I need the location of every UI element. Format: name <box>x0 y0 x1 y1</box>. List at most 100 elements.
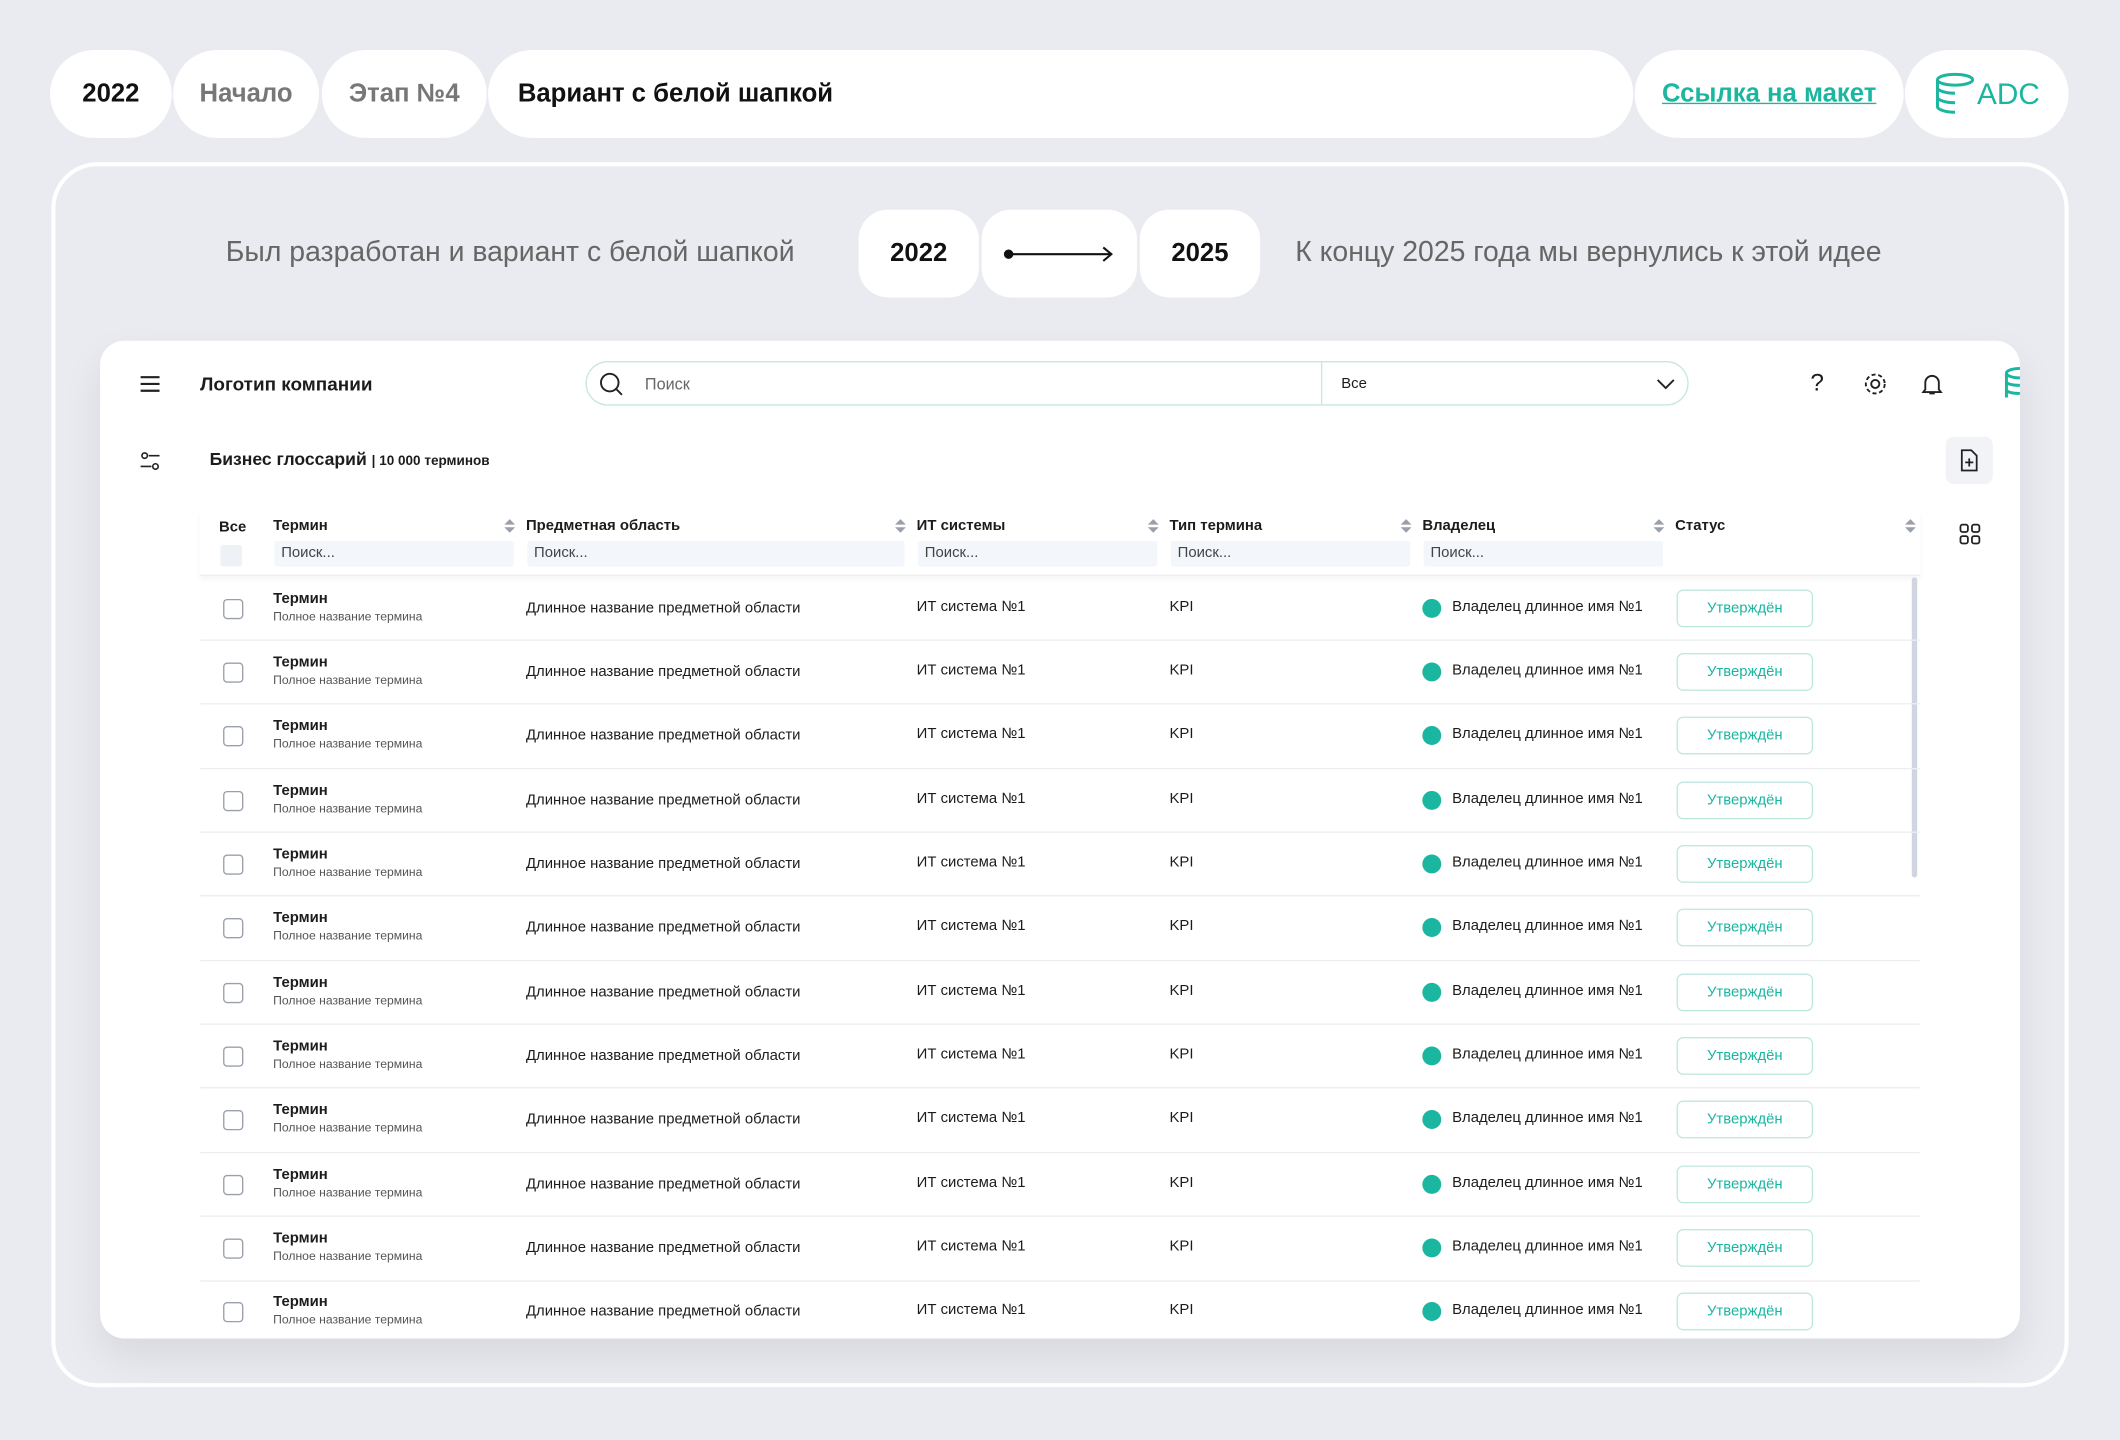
column-filter[interactable]: Поиск... <box>1170 540 1411 567</box>
stage-start-pill[interactable]: Начало <box>173 50 320 138</box>
row-checkbox[interactable] <box>223 726 244 747</box>
status-badge[interactable]: Утверждён <box>1676 588 1814 627</box>
menu-button[interactable] <box>139 375 161 394</box>
view-toggle[interactable] <box>1959 523 1981 545</box>
column-filter[interactable]: Поиск... <box>527 540 905 567</box>
stage[interactable]: Этап №4 <box>348 79 460 108</box>
table-row[interactable] <box>200 640 1920 705</box>
table-header <box>200 510 1920 576</box>
term: Термин <box>273 1294 328 1311</box>
owner: Владелец длинное имя №1 <box>1452 982 1643 999</box>
sort-button[interactable] <box>1399 518 1413 534</box>
sort-button[interactable] <box>894 518 908 534</box>
table-row[interactable] <box>200 704 1920 769</box>
status-badge[interactable]: Утверждён <box>1676 1293 1814 1331</box>
term: Термин <box>273 654 328 671</box>
stage-pill[interactable]: Этап №4 <box>321 50 487 138</box>
search-box[interactable]: Поиск Все <box>585 360 1689 406</box>
row-checkbox[interactable] <box>223 790 244 811</box>
row-checkbox[interactable] <box>223 1302 244 1323</box>
table-row[interactable] <box>200 1024 1920 1089</box>
row-checkbox[interactable] <box>223 1238 244 1259</box>
status-badge[interactable]: Утверждён <box>1676 972 1814 1011</box>
owner-avatar <box>1422 918 1442 938</box>
row-checkbox[interactable] <box>223 854 244 875</box>
status-badge[interactable]: Утверждён <box>1676 1229 1814 1267</box>
sort-button[interactable] <box>1147 518 1161 534</box>
row-checkbox[interactable] <box>223 918 244 939</box>
sort-button[interactable] <box>1652 518 1666 534</box>
table-row[interactable] <box>200 960 1920 1025</box>
term-type: KPI <box>1169 982 1194 999</box>
column-header: ИТ системы <box>916 517 1006 535</box>
row-checkbox[interactable] <box>223 982 244 1003</box>
row-checkbox[interactable] <box>223 1110 244 1131</box>
row-checkbox[interactable] <box>223 598 244 619</box>
table-row[interactable] <box>200 1152 1920 1218</box>
brand-icon <box>2004 366 2020 398</box>
to-year-pill: 2025 <box>1139 209 1261 298</box>
column-header: Владелец <box>1422 517 1496 535</box>
domain: Длинное название предметной области <box>525 791 801 808</box>
column-filter[interactable]: Поиск... <box>1423 540 1664 567</box>
status-badge[interactable]: Утверждён <box>1676 844 1814 883</box>
status-badge[interactable]: Утверждён <box>1676 1164 1814 1203</box>
it-system: ИТ система №1 <box>916 1174 1026 1191</box>
settings-button[interactable] <box>1863 372 1887 396</box>
term: Термин <box>273 1038 328 1055</box>
status-badge[interactable]: Утверждён <box>1676 780 1814 819</box>
help-button[interactable]: ? <box>1810 369 1824 397</box>
term-type: KPI <box>1169 598 1194 615</box>
status-badge[interactable]: Утверждён <box>1676 1100 1814 1139</box>
row-checkbox[interactable] <box>223 1174 244 1195</box>
year: 2022 <box>82 79 140 108</box>
search-scope[interactable]: Все <box>1341 375 1367 393</box>
domain: Длинное название предметной области <box>525 1111 801 1129</box>
table-row[interactable] <box>200 576 1920 641</box>
owner: Владелец длинное имя №1 <box>1452 1302 1643 1319</box>
page-title: Бизнес глоссарий <box>209 448 367 470</box>
search-placeholder[interactable]: Поиск <box>644 374 690 394</box>
it-system: ИТ система №1 <box>916 790 1026 807</box>
status-badge[interactable]: Утверждён <box>1676 908 1814 947</box>
table-row[interactable] <box>200 896 1920 961</box>
scrollbar[interactable] <box>1911 577 1918 878</box>
table-row[interactable] <box>200 1280 1920 1338</box>
term-full-name: Полное название термина <box>273 1249 423 1263</box>
column-filter[interactable]: Поиск... <box>918 540 1158 567</box>
owner: Владелец длинное имя №1 <box>1452 790 1643 807</box>
notifications-button[interactable] <box>1921 372 1943 396</box>
domain: Длинное название предметной области <box>525 663 801 680</box>
column-filter[interactable]: Поиск... <box>274 540 514 567</box>
table-row[interactable] <box>200 1216 1920 1282</box>
select-all-checkbox[interactable] <box>220 544 243 567</box>
status-badge[interactable]: Утверждён <box>1676 652 1814 691</box>
sort-button[interactable] <box>1904 518 1918 534</box>
it-system: ИТ система №1 <box>916 662 1026 679</box>
export-button[interactable] <box>1945 436 1993 485</box>
status-badge[interactable]: Утверждён <box>1676 716 1814 755</box>
arrow-pill <box>981 209 1138 298</box>
term-type: KPI <box>1169 918 1194 935</box>
title-pill: Вариант с белой шапкой <box>488 50 1634 138</box>
term: Термин <box>273 1166 328 1183</box>
term-type: KPI <box>1169 1302 1194 1319</box>
logo-icon <box>1936 72 1975 114</box>
owner: Владелец длинное имя №1 <box>1452 598 1643 615</box>
table-row[interactable] <box>200 1088 1920 1154</box>
link-pill[interactable]: Ссылка на макет <box>1634 50 1904 138</box>
filters-button[interactable] <box>139 450 161 472</box>
stage-start[interactable]: Начало <box>199 79 293 108</box>
logo-pill: ADC <box>1905 50 2069 138</box>
row-checkbox[interactable] <box>223 662 244 683</box>
link[interactable]: Ссылка на макет <box>1661 79 1877 108</box>
table-row[interactable] <box>200 832 1920 897</box>
from-year-pill: 2022 <box>858 209 979 298</box>
it-system: ИТ система №1 <box>916 726 1026 743</box>
sort-button[interactable] <box>503 518 517 534</box>
table-row[interactable] <box>200 768 1920 833</box>
scope-chevron[interactable] <box>1656 377 1675 391</box>
status-badge[interactable]: Утверждён <box>1676 1036 1814 1075</box>
row-checkbox[interactable] <box>223 1046 244 1067</box>
